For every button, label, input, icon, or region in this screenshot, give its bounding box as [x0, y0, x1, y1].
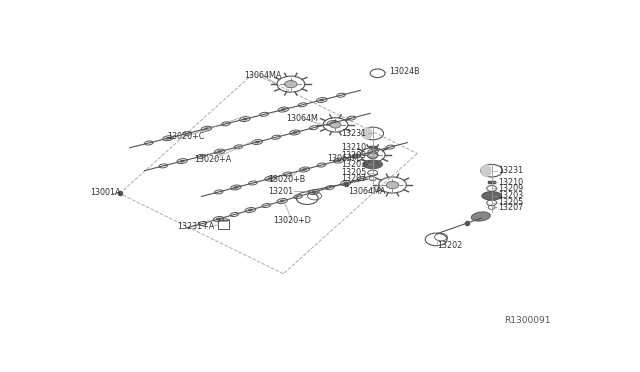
- Ellipse shape: [344, 182, 348, 184]
- Text: 13020+B: 13020+B: [269, 175, 306, 184]
- Bar: [488, 181, 495, 183]
- Ellipse shape: [234, 186, 238, 189]
- Text: 13209: 13209: [341, 151, 366, 160]
- Text: 13020+C: 13020+C: [167, 132, 204, 141]
- Ellipse shape: [363, 160, 383, 169]
- Bar: [218, 220, 229, 229]
- Ellipse shape: [248, 209, 253, 211]
- Ellipse shape: [312, 191, 316, 193]
- Text: 13020+A: 13020+A: [194, 155, 231, 164]
- Ellipse shape: [302, 169, 307, 171]
- Text: 13024B: 13024B: [389, 67, 420, 76]
- Ellipse shape: [330, 122, 335, 124]
- Ellipse shape: [218, 151, 222, 153]
- Ellipse shape: [337, 160, 341, 162]
- Text: 13020+D: 13020+D: [273, 216, 311, 225]
- Text: 13202: 13202: [437, 241, 462, 250]
- Ellipse shape: [292, 131, 298, 134]
- Text: 13210: 13210: [341, 143, 366, 152]
- Text: 13064M: 13064M: [286, 114, 317, 123]
- Text: 13207: 13207: [341, 174, 366, 183]
- Circle shape: [330, 122, 341, 128]
- Ellipse shape: [216, 218, 221, 220]
- Ellipse shape: [481, 164, 492, 177]
- Ellipse shape: [471, 212, 490, 221]
- Ellipse shape: [180, 160, 184, 162]
- Circle shape: [285, 81, 297, 88]
- Text: 13231+A: 13231+A: [177, 222, 214, 231]
- Text: 13203: 13203: [498, 191, 524, 201]
- Text: 13201: 13201: [268, 187, 293, 196]
- Text: 13001A: 13001A: [90, 188, 120, 197]
- Ellipse shape: [280, 200, 284, 202]
- Text: 13064MA: 13064MA: [348, 187, 385, 196]
- Text: 13205: 13205: [498, 198, 524, 207]
- Text: 13209: 13209: [498, 184, 524, 193]
- Ellipse shape: [362, 127, 372, 140]
- Text: R1300091: R1300091: [504, 316, 550, 325]
- Text: 13064MA: 13064MA: [244, 71, 281, 80]
- Ellipse shape: [268, 177, 273, 180]
- Text: 13203: 13203: [341, 160, 366, 169]
- Ellipse shape: [255, 141, 260, 143]
- Ellipse shape: [319, 99, 324, 101]
- Ellipse shape: [204, 128, 209, 130]
- Ellipse shape: [281, 109, 285, 110]
- Ellipse shape: [166, 137, 170, 139]
- Ellipse shape: [482, 192, 502, 200]
- Text: 13205: 13205: [341, 169, 366, 177]
- Bar: [369, 146, 376, 149]
- Circle shape: [386, 182, 399, 189]
- Ellipse shape: [243, 118, 247, 120]
- Text: 13207: 13207: [498, 203, 524, 212]
- Circle shape: [367, 152, 378, 158]
- Text: 13064M: 13064M: [327, 154, 359, 163]
- Text: 13210: 13210: [498, 178, 524, 187]
- Text: 13231: 13231: [498, 166, 524, 175]
- Ellipse shape: [371, 150, 376, 153]
- Text: 13231: 13231: [341, 129, 366, 138]
